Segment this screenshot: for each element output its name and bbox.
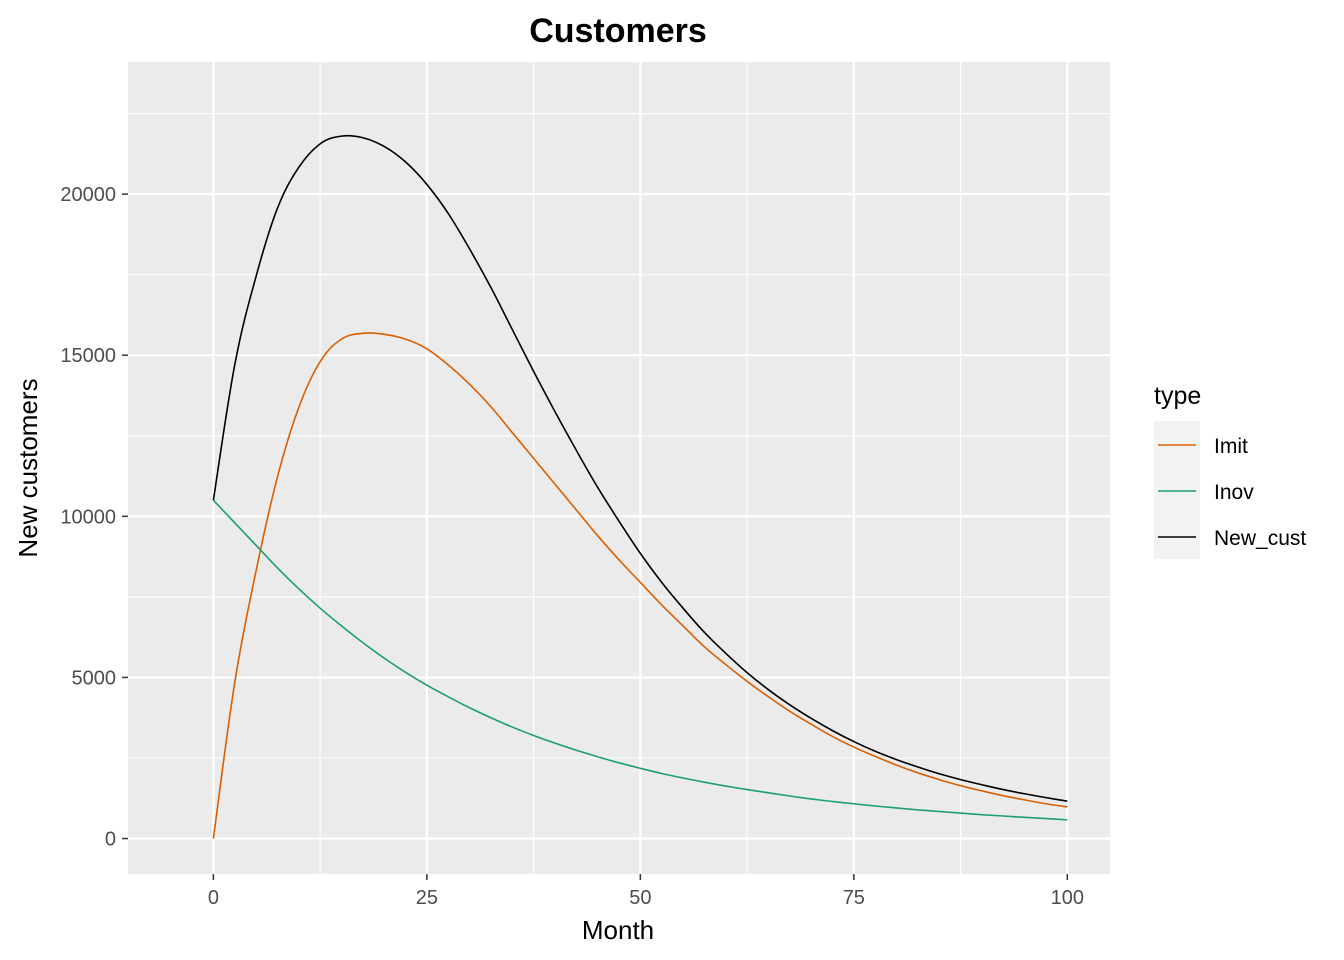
series-line-new-cust [212, 134, 1068, 802]
x-axis-title: Month [582, 915, 654, 945]
x-tick-label: 25 [416, 887, 438, 909]
y-axis: 0 5000 10000 15000 20000 [60, 184, 128, 851]
x-tick-label: 0 [208, 887, 219, 909]
legend-key-background [1154, 421, 1200, 559]
x-tick-label: 75 [843, 887, 865, 909]
minor-gridlines [128, 62, 1110, 874]
major-gridlines [128, 62, 1110, 874]
chart-title: Customers [529, 12, 707, 50]
x-tick-label: 100 [1051, 887, 1084, 909]
series-line-imit [212, 332, 1068, 839]
legend-items: Imit Inov New_cust [1158, 435, 1306, 550]
y-tick-label: 10000 [60, 506, 116, 528]
y-axis-title: New customers [13, 378, 43, 557]
y-tick-label: 0 [105, 829, 116, 851]
legend: type Imit Inov New_cust [1154, 382, 1306, 559]
y-tick-label: 20000 [60, 184, 116, 206]
legend-label-inov: Inov [1214, 481, 1254, 504]
legend-title: type [1154, 382, 1201, 410]
y-tick-label: 15000 [60, 345, 116, 367]
y-tick-label: 5000 [72, 667, 117, 689]
legend-label-imit: Imit [1214, 435, 1248, 458]
x-axis: 0 25 50 75 100 [208, 874, 1084, 909]
legend-label-new-cust: New_cust [1214, 527, 1306, 550]
series-line-inov [212, 499, 1068, 821]
x-tick-label: 50 [629, 887, 651, 909]
series-lines [212, 134, 1068, 839]
plot-panel [128, 62, 1110, 874]
